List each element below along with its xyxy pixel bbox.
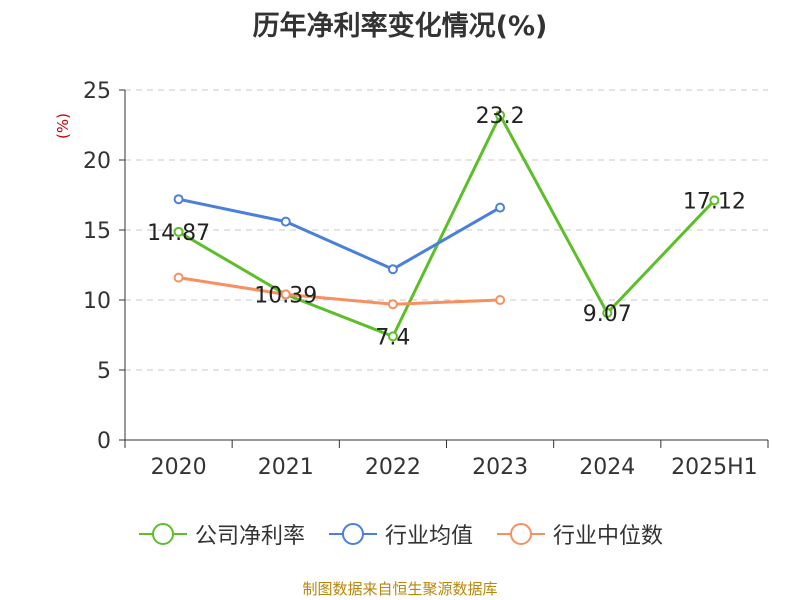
y-axis-label: (%) (54, 113, 72, 139)
data-point (173, 272, 184, 283)
series-line-2 (178, 276, 501, 306)
legend-item[interactable]: 行业均值 (327, 518, 473, 550)
data-point (495, 110, 506, 121)
data-point (280, 289, 291, 300)
legend-label: 行业均值 (384, 524, 473, 549)
legend-item[interactable]: 行业中位数 (495, 518, 663, 550)
series-line-0 (177, 113, 716, 338)
legend-marker (138, 523, 187, 545)
data-label: 17.12 (683, 189, 746, 214)
y-tick-label: 25 (83, 79, 111, 104)
legend-item[interactable]: 公司净利率 (137, 518, 305, 550)
data-point (495, 295, 506, 305)
y-tick-label: 5 (97, 359, 111, 384)
data-label: 9.07 (583, 302, 632, 327)
data-point (387, 299, 398, 310)
legend-label: 行业中位数 (553, 524, 664, 549)
data-point (280, 216, 291, 227)
x-tick-label: 2023 (472, 455, 528, 480)
data-point (709, 195, 720, 206)
x-tick-label: 2024 (579, 455, 635, 480)
data-point (387, 264, 398, 275)
y-tick-label: 15 (83, 219, 111, 244)
x-tick-label: 2021 (258, 455, 314, 480)
y-tick-label: 10 (83, 289, 111, 314)
axis-layer: 0 5 10 15 20 25 2020 2021 2022 2023 2024 2025H1 (%) (54, 79, 769, 480)
data-label: 7.4 (375, 325, 410, 350)
data-point (495, 202, 506, 213)
source-note: 制图数据来自恒生聚源数据库 (302, 580, 498, 598)
grid-layer (125, 89, 768, 371)
y-tick-label: 0 (97, 429, 111, 454)
legend-marker (328, 523, 377, 545)
series-layer (173, 110, 720, 342)
x-tick-label: 2020 (151, 455, 207, 480)
legend-marker (497, 523, 545, 545)
legend: 公司净利率 行业均值 行业中位数 (0, 518, 800, 550)
label-layer: 14.87 10.39 7.4 23.2 9.07 17.12 (147, 104, 746, 350)
chart-title: 历年净利率变化情况(%) (252, 11, 548, 42)
legend-label: 公司净利率 (194, 524, 305, 549)
data-label: 23.2 (476, 104, 525, 129)
y-tick-label: 20 (83, 149, 111, 174)
data-point (387, 331, 398, 342)
data-point (173, 226, 184, 237)
data-label: 10.39 (254, 284, 317, 309)
data-point (602, 308, 613, 319)
data-label: 14.87 (147, 221, 210, 246)
data-point (173, 194, 184, 205)
x-tick-label: 2025H1 (671, 455, 758, 480)
series-line-1 (178, 197, 501, 271)
x-tick-label: 2022 (365, 455, 421, 480)
